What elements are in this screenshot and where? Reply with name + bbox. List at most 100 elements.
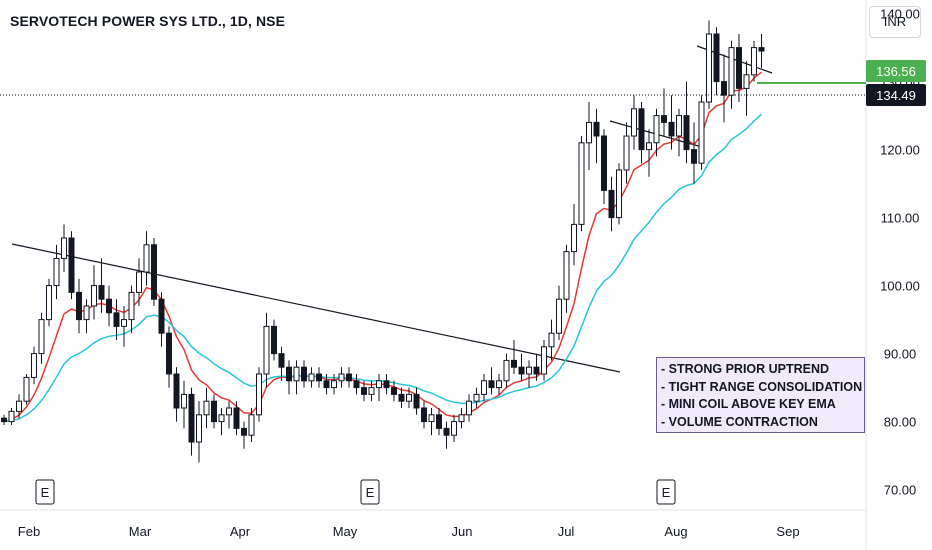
candle bbox=[271, 319, 277, 361]
candle bbox=[151, 238, 157, 306]
candle bbox=[248, 408, 255, 442]
candle bbox=[46, 278, 52, 327]
last-price-tag: 134.49 bbox=[876, 88, 916, 103]
candle bbox=[203, 387, 210, 429]
candle bbox=[331, 374, 337, 395]
candle bbox=[61, 224, 67, 272]
candle bbox=[181, 380, 187, 429]
note-line-3: - MINI COIL ABOVE KEY EMA bbox=[661, 397, 836, 411]
candle bbox=[676, 108, 682, 157]
candle bbox=[661, 88, 667, 136]
y-tick-label: 80.00 bbox=[884, 415, 917, 430]
earnings-marker-box bbox=[35, 479, 55, 505]
candle bbox=[443, 421, 450, 449]
candle bbox=[608, 176, 615, 232]
candle bbox=[316, 367, 322, 388]
candle bbox=[196, 401, 202, 463]
candle bbox=[353, 374, 360, 395]
analysis-note: - STRONG PRIOR UPTREND - TIGHT RANGE CON… bbox=[656, 357, 865, 433]
candle bbox=[571, 204, 577, 266]
candle bbox=[263, 312, 270, 388]
candle bbox=[233, 401, 240, 436]
y-tick-label: 110.00 bbox=[881, 211, 920, 226]
candle bbox=[361, 380, 367, 402]
candle bbox=[428, 408, 435, 436]
candle bbox=[323, 374, 330, 395]
candle bbox=[16, 394, 22, 419]
earnings-marker-box bbox=[360, 479, 380, 505]
candle bbox=[286, 360, 292, 395]
candle bbox=[488, 367, 495, 395]
x-tick-label: Sep bbox=[776, 524, 799, 539]
candle bbox=[293, 360, 300, 395]
candle bbox=[623, 122, 630, 184]
candle bbox=[691, 122, 697, 184]
candle bbox=[128, 285, 135, 334]
y-tick-label: 90.00 bbox=[884, 347, 917, 362]
candle bbox=[106, 285, 112, 327]
price-tags: 136.56 134.49 bbox=[0, 60, 926, 106]
candle bbox=[713, 27, 720, 96]
candle bbox=[166, 326, 172, 388]
candle bbox=[458, 408, 465, 429]
candle bbox=[83, 299, 90, 334]
x-tick-label: May bbox=[333, 524, 358, 539]
candle bbox=[473, 387, 480, 408]
currency-selector[interactable]: INR bbox=[869, 6, 921, 38]
note-line-4: - VOLUME CONTRACTION bbox=[661, 414, 818, 429]
candle bbox=[31, 346, 37, 385]
earnings-marker: E bbox=[41, 485, 50, 500]
target-price-tag-bg bbox=[866, 60, 926, 82]
candle bbox=[346, 367, 352, 388]
x-tick-label: Mar bbox=[129, 524, 152, 539]
candle bbox=[518, 353, 525, 381]
candle bbox=[301, 360, 307, 388]
earnings-marker: E bbox=[662, 485, 671, 500]
earnings-marker-box bbox=[656, 479, 676, 505]
candle bbox=[218, 408, 225, 436]
candle bbox=[503, 353, 510, 388]
candle bbox=[541, 340, 547, 381]
target-price-tag: 136.56 bbox=[876, 64, 916, 79]
candle bbox=[668, 95, 675, 150]
candle bbox=[338, 367, 345, 388]
candle bbox=[631, 95, 637, 150]
ema-lines bbox=[3, 71, 762, 423]
candle bbox=[601, 129, 607, 204]
candle bbox=[241, 421, 247, 449]
candle bbox=[368, 380, 375, 402]
y-tick-label: 70.00 bbox=[884, 483, 917, 498]
ema-slow-line bbox=[3, 113, 762, 423]
candle bbox=[556, 285, 562, 340]
candle bbox=[383, 374, 390, 395]
candle bbox=[638, 102, 645, 164]
candle bbox=[466, 394, 472, 422]
candle bbox=[158, 292, 165, 347]
x-axis: Feb Mar Apr May Jun Jul Aug Sep bbox=[18, 524, 800, 539]
candle bbox=[391, 380, 397, 402]
candle bbox=[526, 360, 532, 388]
earnings-marker: E bbox=[366, 485, 375, 500]
candle bbox=[593, 108, 600, 164]
x-tick-label: Aug bbox=[664, 524, 687, 539]
candle bbox=[143, 231, 150, 286]
y-tick-label: 120.00 bbox=[880, 143, 920, 158]
candle bbox=[511, 340, 517, 374]
candle bbox=[496, 374, 502, 395]
candle bbox=[76, 278, 82, 334]
candle bbox=[563, 244, 570, 313]
candle bbox=[736, 34, 742, 102]
chart-title: SERVOTECH POWER SYS LTD., 1D, NSE bbox=[10, 13, 286, 29]
candle bbox=[758, 34, 765, 68]
candle bbox=[136, 258, 142, 306]
candle bbox=[68, 231, 75, 300]
candle bbox=[413, 387, 420, 415]
candle bbox=[278, 346, 285, 381]
main-downtrend-line bbox=[11, 243, 621, 373]
candle bbox=[23, 374, 30, 405]
candle bbox=[38, 312, 45, 364]
candle bbox=[683, 81, 690, 164]
candle bbox=[728, 40, 735, 109]
candle bbox=[173, 367, 180, 422]
